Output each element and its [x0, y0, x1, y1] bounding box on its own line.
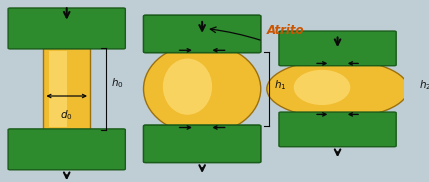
Bar [263, 0, 412, 65]
FancyBboxPatch shape [279, 31, 396, 66]
FancyBboxPatch shape [144, 125, 261, 163]
FancyBboxPatch shape [8, 129, 125, 170]
Bar [139, 126, 265, 178]
FancyBboxPatch shape [144, 15, 261, 53]
Bar [139, 0, 265, 52]
Ellipse shape [294, 70, 350, 105]
FancyBboxPatch shape [144, 125, 261, 163]
Bar [263, 113, 412, 178]
Text: $h_1$: $h_1$ [274, 78, 286, 92]
Text: Atrito: Atrito [267, 24, 305, 37]
Text: $h_2$: $h_2$ [419, 78, 429, 92]
Ellipse shape [163, 59, 212, 115]
FancyBboxPatch shape [144, 15, 261, 53]
FancyBboxPatch shape [279, 112, 396, 147]
Text: $d_0$: $d_0$ [60, 108, 73, 122]
Bar [43, 48, 90, 130]
Ellipse shape [144, 43, 261, 134]
FancyBboxPatch shape [8, 8, 125, 49]
Text: $h_0$: $h_0$ [111, 77, 124, 90]
Bar [49, 51, 66, 126]
Ellipse shape [267, 60, 408, 118]
